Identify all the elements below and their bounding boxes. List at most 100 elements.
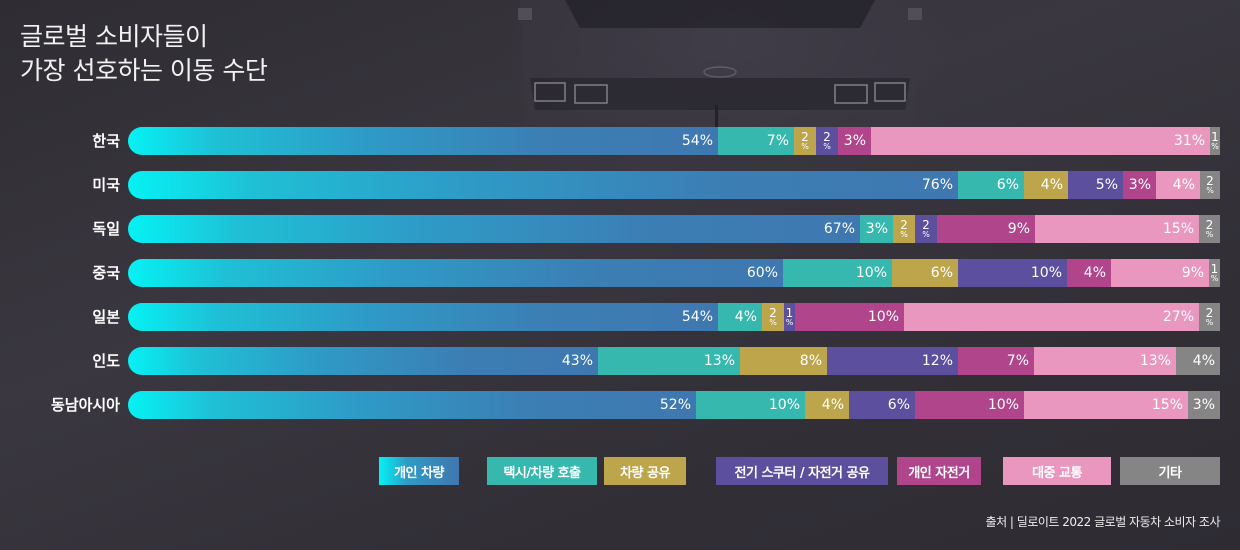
bar-segment: 2% [1199,303,1220,331]
bar-segment: 6% [958,171,1024,199]
row-label: 중국 [92,264,120,282]
segment-value-label: 4% [1083,265,1106,281]
bar-segment: 9% [937,215,1035,243]
row-label: 독일 [92,220,120,238]
segment-value-label: 2% [801,129,809,151]
bar-segment: 7% [718,127,794,155]
segment-value-label: 13% [703,353,735,369]
bar-segment: 2% [915,215,937,243]
bar-segment: 6% [849,391,915,419]
bar-segment: 67% [128,215,860,243]
bar-segment: 4% [718,303,762,331]
segment-value-label: 54% [681,133,713,149]
bar-segment: 4% [1156,171,1200,199]
chart-row: 동남아시아 52% 10% 4% 6% 10% 15% 3% [0,391,1240,419]
segment-value-label: 3% [843,133,866,149]
segment-value-label: 1% [1210,261,1219,283]
row-label: 한국 [92,132,120,150]
bar-segment: 1% [1210,127,1220,155]
chart-title-line-2: 가장 선호하는 이동 수단 [20,56,268,85]
segment-value-label: 54% [681,309,713,325]
bar-segment: 43% [128,347,598,375]
bar-segment: 12% [827,347,958,375]
bar-segment: 2% [1200,171,1220,199]
segment-value-label: 10% [867,309,899,325]
segment-value-label: 7% [1006,353,1029,369]
chart-title-line-1: 글로벌 소비자들이 [20,22,208,51]
segment-value-label: 2% [1205,217,1214,239]
chart-row: 한국 54% 7% 2% 2% 3% 31% 1% [0,127,1240,155]
segment-value-label: 1% [1211,129,1219,151]
segment-value-label: 2% [900,217,908,239]
segment-value-label: 2% [823,129,831,151]
row-label: 인도 [92,352,120,370]
chart-row: 독일 67% 3% 2% 2% 9% 15% 2% [0,215,1240,243]
stacked-bar: 54% 4% 2% 1% 10% 27% 2% [128,303,1220,331]
segment-value-label: 2% [769,305,777,327]
bar-segment: 3% [838,127,871,155]
segment-value-label: 12% [921,353,953,369]
segment-value-label: 10% [1030,265,1062,281]
chart-row: 미국 76% 6% 4% 5% 3% 4% 2% [0,171,1240,199]
segment-value-label: 3% [1192,397,1215,413]
segment-value-label: 4% [1172,177,1195,193]
segment-value-label: 10% [855,265,887,281]
legend-item: 개인 자전거 [897,457,981,485]
segment-value-label: 4% [1192,353,1215,369]
legend-item: 개인 차량 [379,457,459,485]
bar-segment: 52% [128,391,696,419]
segment-value-label: 13% [1139,353,1171,369]
bar-segment: 9% [1111,259,1209,287]
segment-value-label: 9% [1007,221,1030,237]
segment-value-label: 3% [1128,177,1151,193]
bar-segment: 4% [1176,347,1220,375]
segment-value-label: 52% [659,397,691,413]
source-note: 출처 | 딜로이트 2022 글로벌 자동차 소비자 조사 [985,515,1221,529]
stacked-bar: 43% 13% 8% 12% 7% 13% 4% [128,347,1220,375]
legend-item: 택시/차량 호출 [487,457,597,485]
bar-segment: 10% [958,259,1067,287]
segment-value-label: 15% [1151,397,1183,413]
bar-segment: 2% [794,127,816,155]
bar-segment: 10% [915,391,1024,419]
bar-segment: 15% [1035,215,1199,243]
segment-value-label: 15% [1162,221,1194,237]
bar-segment: 31% [871,127,1210,155]
bar-segment: 4% [805,391,849,419]
bar-segment: 2% [893,215,915,243]
segment-value-label: 4% [734,309,757,325]
legend-item: 대중 교통 [1003,457,1111,485]
stacked-bar: 67% 3% 2% 2% 9% 15% 2% [128,215,1220,243]
legend-item: 차량 공유 [604,457,686,485]
segment-value-label: 6% [930,265,953,281]
bar-segment: 3% [1188,391,1220,419]
segment-value-label: 1% [785,305,794,327]
segment-value-label: 7% [766,133,789,149]
row-label: 동남아시아 [50,396,120,414]
segment-value-label: 6% [996,177,1019,193]
bar-segment: 1% [1209,259,1220,287]
segment-value-label: 10% [987,397,1019,413]
bar-segment: 10% [783,259,892,287]
chart-row: 인도 43% 13% 8% 12% 7% 13% 4% [0,347,1240,375]
chart-row: 일본 54% 4% 2% 1% 10% 27% 2% [0,303,1240,331]
segment-value-label: 31% [1173,133,1205,149]
bar-segment: 2% [816,127,838,155]
stacked-bar: 54% 7% 2% 2% 3% 31% 1% [128,127,1220,155]
bar-segment: 13% [1034,347,1176,375]
bar-segment: 4% [1067,259,1111,287]
segment-value-label: 2% [1205,305,1214,327]
bar-segment: 1% [784,303,795,331]
bar-segment: 6% [892,259,958,287]
bar-segment: 8% [740,347,827,375]
stacked-bar: 76% 6% 4% 5% 3% 4% 2% [128,171,1220,199]
bar-segment: 10% [696,391,805,419]
bar-segment: 15% [1024,391,1188,419]
segment-value-label: 76% [921,177,953,193]
bar-segment: 7% [958,347,1034,375]
bar-segment: 10% [795,303,904,331]
segment-value-label: 2% [1206,173,1214,195]
bar-segment: 54% [128,303,718,331]
bar-segment: 60% [128,259,783,287]
legend-item: 전기 스쿠터 / 자전거 공유 [716,457,888,485]
